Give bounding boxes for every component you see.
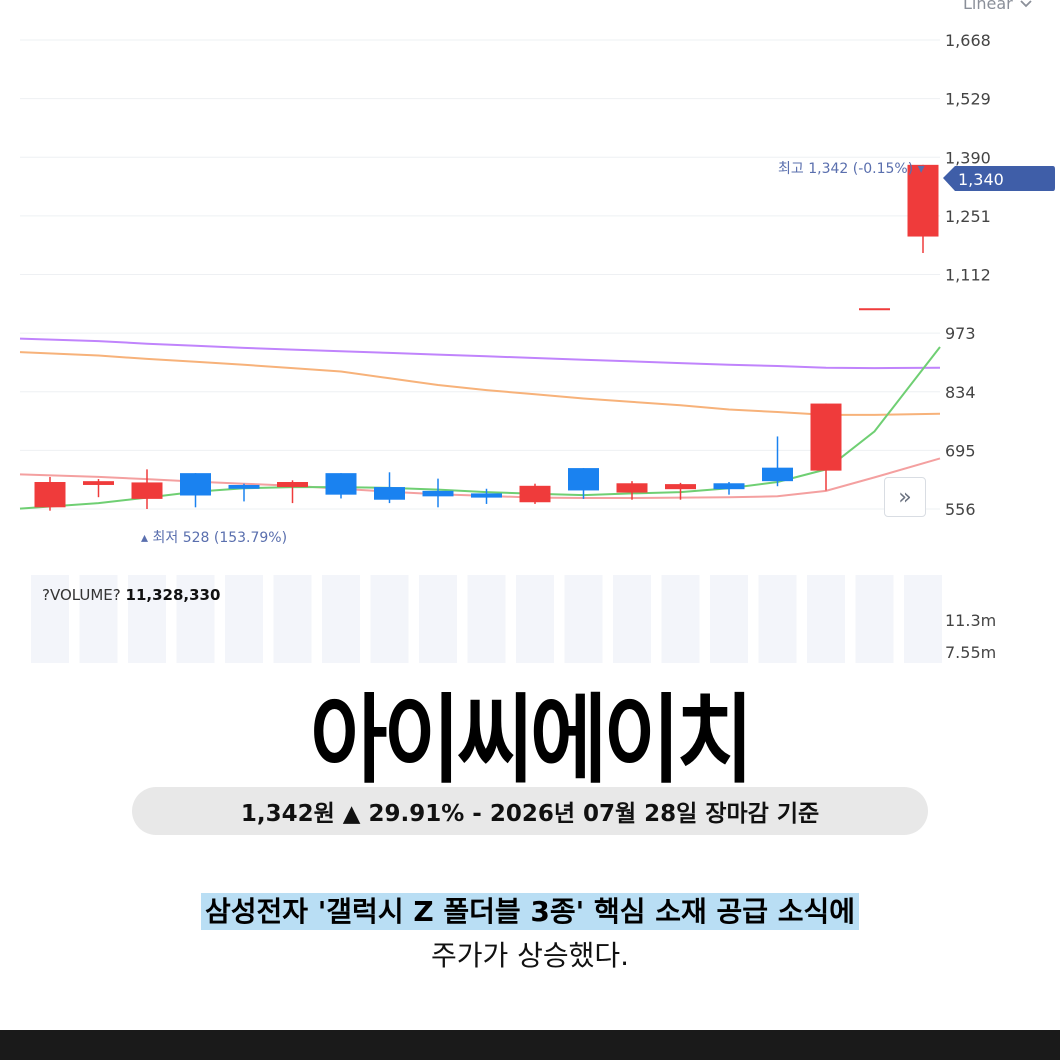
candle [34,476,66,511]
price-summary-pill: 1,342원 ▲ 29.91% - 2026년 07월 28일 장마감 기준 [132,787,928,835]
volume-bar [225,575,263,663]
volume-value: 11,328,330 [126,586,221,604]
candle-body [859,308,890,311]
volume-tick-label: 7.55m [945,643,996,662]
double-chevron-right-icon: » [898,484,912,510]
price-tick-label: 1,529 [945,90,991,109]
scale-mode-label: Linear [963,0,1013,13]
candle-body [616,483,648,493]
candle-body [519,485,551,503]
candle-body [568,468,599,491]
volume-bar [273,575,312,663]
volume-bar [904,575,942,663]
price-tick-label: 834 [945,383,976,402]
current-price-tag [943,166,1055,191]
volume-bar [613,575,651,663]
candle-body [131,482,163,499]
candle [228,483,260,502]
price-tick-label: 1,251 [945,207,991,226]
candle [665,482,696,500]
candle [859,308,890,311]
candle [422,478,454,508]
high-price-annotation: 최고 1,342 (-0.15%) ▾ [778,161,925,177]
chart-annotations: 최고 1,342 (-0.15%) ▾ ▴ 최저 528 (153.79%) 1,3… [141,161,1055,546]
low-price-annotation: ▴ 최저 528 (153.79%) [141,530,287,546]
candle [568,468,599,499]
moving-average-line [19,337,941,370]
price-tick-label: 973 [945,324,976,343]
volume-bar [31,575,69,663]
stock-chart[interactable]: ?VOLUME? 11,328,330 11.3m 7.55m 1,668 1,529… [0,0,1060,670]
moving-average-line [19,351,941,416]
volume-panel: ?VOLUME? 11,328,330 11.3m 7.55m [31,575,996,663]
price-tick-label: 1,390 [945,148,991,167]
volume-bar [467,575,506,663]
candle [180,473,211,508]
candle-body [228,484,260,489]
candle [810,403,842,491]
candle-body [422,490,454,497]
candle [616,481,648,500]
caption-highlight: 삼성전자 '갤럭시 Z 폴더블 3종' 핵심 소재 공급 소식에 [200,893,860,930]
price-axis: 1,668 1,529 1,390 1,251 1,112 973 834 695 556 [945,31,991,519]
chart-gridlines [20,39,940,510]
candle [83,479,114,498]
volume-label: ?VOLUME? 11,328,330 [42,586,220,604]
price-tick-label: 695 [945,441,976,460]
candle-body [325,473,357,495]
volume-bar [661,575,700,663]
caption-headline: 삼성전자 '갤럭시 Z 폴더블 3종' 핵심 소재 공급 소식에 [0,890,1060,930]
price-tick-label: 556 [945,500,976,519]
volume-tick-label: 11.3m [945,611,996,630]
volume-bar [370,575,409,663]
footer-bar [0,1030,1060,1060]
volume-bar [564,575,603,663]
volume-bar [322,575,360,663]
candle-body [374,487,405,500]
candle-body [713,483,745,490]
volume-bar [176,575,215,663]
candle [277,480,308,504]
candle [762,436,793,487]
volume-bar [79,575,118,663]
candle-body [34,482,66,508]
chevron-down-icon [1020,0,1032,7]
volume-bar [855,575,894,663]
candle [374,472,405,504]
scroll-right-button[interactable]: » [884,477,926,517]
candle-body [277,482,308,488]
candle-body [762,467,793,482]
candle-body [83,481,114,485]
volume-bar [710,575,748,663]
candle-body [180,473,211,496]
price-tick-label: 1,668 [945,31,991,50]
volume-bar [758,575,797,663]
candlestick-series [34,164,939,511]
volume-bar [128,575,166,663]
volume-bar [419,575,457,663]
price-tick-label: 1,112 [945,266,991,285]
candle [907,164,939,253]
candle [519,483,551,504]
candle [131,469,163,509]
scale-mode-dropdown[interactable]: Linear [963,0,1033,13]
current-price-label: 1,340 [958,170,1004,189]
candle-body [810,403,842,471]
caption-body: 주가가 상승했다. [430,939,630,972]
volume-bar [516,575,554,663]
volume-bar [807,575,845,663]
candle [713,482,745,495]
candle-body [907,164,939,237]
candle-body [471,493,502,498]
stock-name-title: 아이씨에이치 [310,683,754,797]
candle [325,473,357,499]
candle [471,488,502,504]
candle-body [665,484,696,490]
